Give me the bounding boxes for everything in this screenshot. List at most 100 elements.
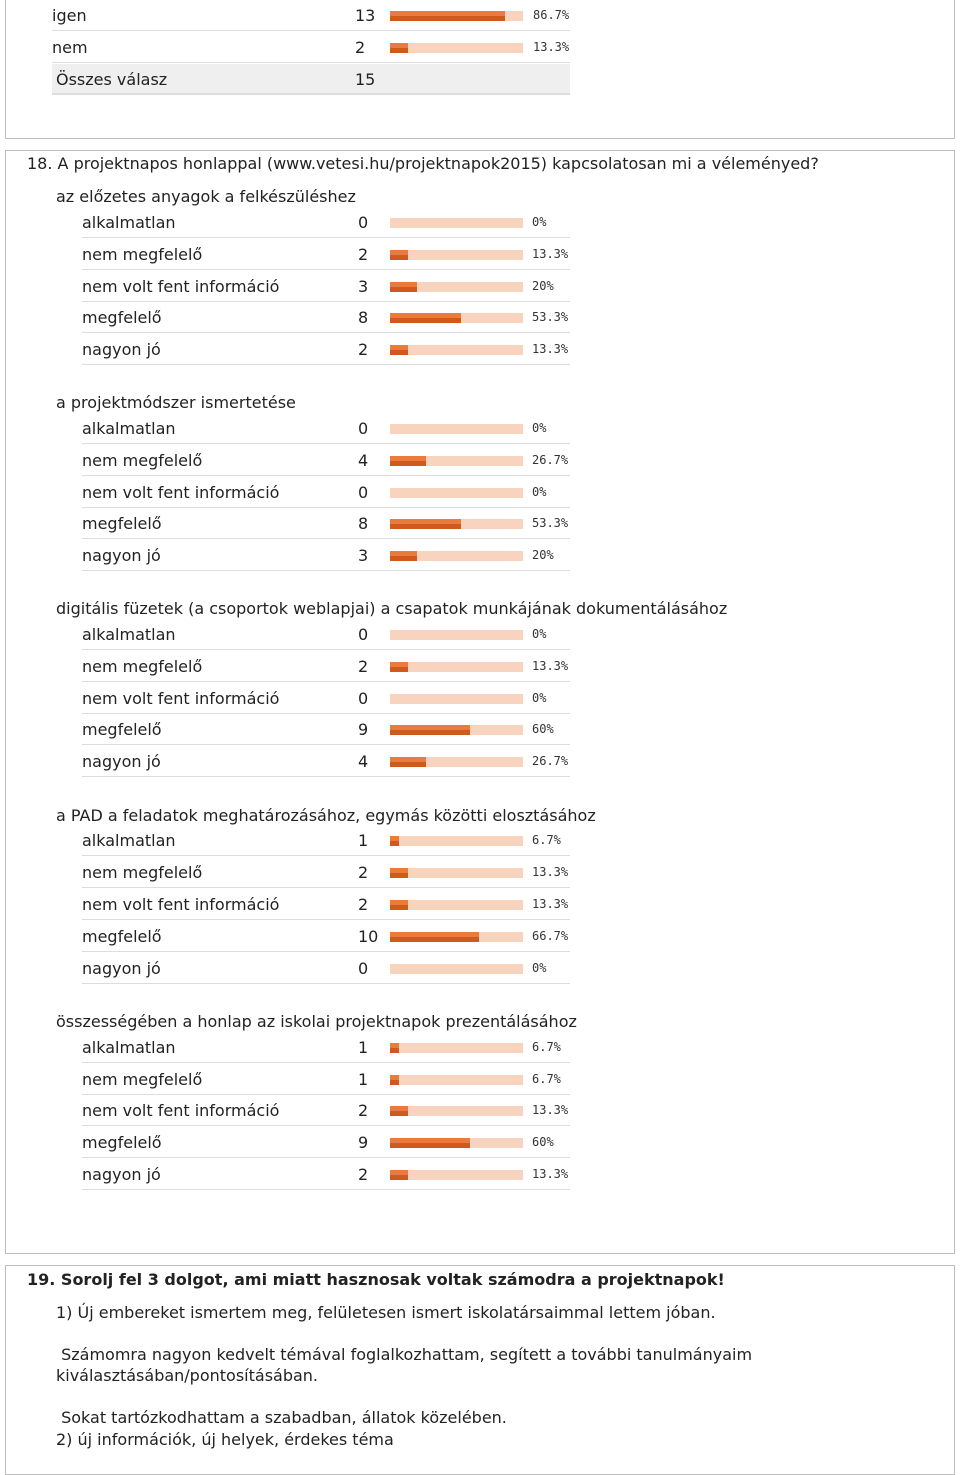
answer-count: 1 [358,831,369,850]
answer-label: nem volt fent információ [82,689,280,708]
answer-count: 8 [358,308,369,327]
answer-row: nagyon jó 2 13.3% [82,334,570,365]
percentage-bar [390,868,523,878]
answer-percent: 20% [532,548,554,562]
answer-count: 2 [358,245,369,264]
group-title: a PAD a feladatok meghatározásához, egym… [56,806,596,825]
percentage-bar [390,488,523,498]
answer-row: igen 13 86.7% [52,0,570,31]
percentage-bar [390,662,523,672]
answer-row: nem megfelelő 2 13.3% [82,239,570,270]
question-19-title: 19. Sorolj fel 3 dolgot, ami miatt haszn… [27,1270,725,1289]
percentage-bar [390,218,523,228]
question-19-panel [5,1265,955,1475]
percentage-bar [390,725,523,735]
answer-percent: 0% [532,691,547,705]
answer-label: megfelelő [82,308,162,327]
percentage-bar [390,43,523,53]
percentage-bar [390,694,523,704]
answer-percent: 26.7% [532,754,569,768]
answer-row: nem volt fent információ 2 13.3% [82,1095,570,1126]
answer-percent: 86.7% [533,8,570,22]
answer-percent: 20% [532,279,554,293]
answer-label: nem volt fent információ [82,483,280,502]
group-title: az előzetes anyagok a felkészüléshez [56,187,356,206]
answer-row: nem volt fent információ 3 20% [82,271,570,302]
answer-row: nem megfelelő 2 13.3% [82,651,570,682]
answer-count: 13 [355,6,376,25]
answer-row: nem megfelelő 1 6.7% [82,1064,570,1095]
answer-row: nagyon jó 3 20% [82,540,570,571]
answer-row: nem volt fent információ 0 0% [82,683,570,714]
group-title: digitális füzetek (a csoportok weblapjai… [56,599,728,618]
percentage-bar [390,630,523,640]
percentage-bar [390,757,523,767]
percentage-bar [390,456,523,466]
answer-percent: 13.3% [532,659,569,673]
percentage-bar [390,551,523,561]
answer-label: alkalmatlan [82,213,176,232]
group-title: összességében a honlap az iskolai projek… [56,1012,577,1031]
answer-count: 4 [358,451,369,470]
answer-row: megfelelő 9 60% [82,714,570,745]
answer-label: nem megfelelő [82,657,203,676]
answer-row: nagyon jó 0 0% [82,953,570,984]
answer-label: nagyon jó [82,340,161,359]
answer-row: alkalmatlan 0 0% [82,619,570,650]
answer-percent: 13.3% [533,40,570,54]
answer-count: 3 [358,546,369,565]
free-text-answer: 1) Új embereket ismertem meg, felületese… [56,1303,716,1322]
answer-percent: 6.7% [532,1072,561,1086]
answer-percent: 53.3% [532,310,569,324]
group-title: a projektmódszer ismertetése [56,393,296,412]
answer-row: megfelelő 10 66.7% [82,921,570,952]
answer-percent: 26.7% [532,453,569,467]
answer-row: nem megfelelő 2 13.3% [82,857,570,888]
percentage-bar [390,964,523,974]
answer-row: nem 2 13.3% [52,32,570,63]
answer-percent: 60% [532,722,554,736]
answer-row: nem megfelelő 4 26.7% [82,445,570,476]
answer-label: megfelelő [82,514,162,533]
answer-label: nem volt fent információ [82,277,280,296]
free-text-answer: Számomra nagyon kedvelt témával foglalko… [56,1345,753,1364]
percentage-bar [390,932,523,942]
answer-row: megfelelő 8 53.3% [82,508,570,539]
answer-percent: 6.7% [532,1040,561,1054]
percentage-bar [390,900,523,910]
percentage-bar [390,1138,523,1148]
answer-row: megfelelő 9 60% [82,1127,570,1158]
answer-count: 2 [355,38,366,57]
answer-percent: 53.3% [532,516,569,530]
answer-percent: 0% [532,961,547,975]
answer-label: alkalmatlan [82,1038,176,1057]
answer-count: 4 [358,752,369,771]
free-text-answer: Sokat tartózkodhattam a szabadban, állat… [56,1408,507,1427]
answer-count: 2 [358,863,369,882]
answer-label: nem volt fent információ [82,1101,280,1120]
question-18-title: 18. A projektnapos honlappal (www.vetesi… [27,154,819,173]
answer-label: megfelelő [82,1133,162,1152]
percentage-bar [390,282,523,292]
answer-row: alkalmatlan 0 0% [82,413,570,444]
answer-count: 0 [358,959,369,978]
answer-label: alkalmatlan [82,831,176,850]
percentage-bar [390,1075,523,1085]
answer-count: 0 [358,483,369,502]
answer-count: 0 [358,419,369,438]
answer-percent: 13.3% [532,1103,569,1117]
answer-count: 0 [358,625,369,644]
answer-label: nagyon jó [82,752,161,771]
answer-label: nagyon jó [82,546,161,565]
answer-percent: 60% [532,1135,554,1149]
answer-row: nem volt fent információ 2 13.3% [82,889,570,920]
answer-count: 9 [358,720,369,739]
answer-label: nagyon jó [82,959,161,978]
answer-label: nagyon jó [82,1165,161,1184]
percentage-bar [390,313,523,323]
answer-percent: 13.3% [532,247,569,261]
answer-row: nagyon jó 4 26.7% [82,746,570,777]
answer-count: 0 [358,689,369,708]
total-label: Összes válasz [56,70,168,89]
percentage-bar [390,11,523,21]
